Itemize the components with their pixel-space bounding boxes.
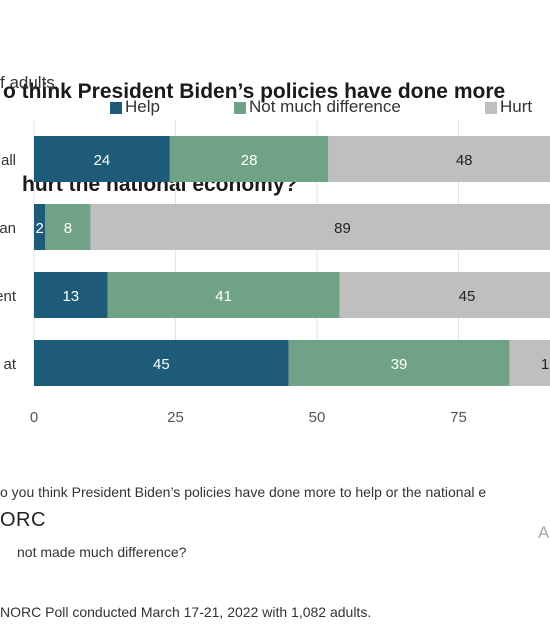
bar-all-help <box>34 136 170 182</box>
x-tick-label-50: 50 <box>309 409 326 426</box>
brand-logo-text: ORC <box>0 509 46 531</box>
legend-label-not-much-difference: Not much difference <box>249 97 401 116</box>
corner-mark: A <box>538 523 550 542</box>
data-label-an-hurt: 89 <box>334 220 351 237</box>
data-label-all-hurt: 48 <box>456 152 473 169</box>
category-label-all: all <box>1 152 16 169</box>
bar-ent-help <box>34 272 108 318</box>
source-note: NORC Poll conducted March 17-21, 2022 wi… <box>0 604 372 620</box>
bar-all-hurt <box>328 136 550 182</box>
bar-at-not-much-difference <box>288 340 510 386</box>
bar-ent-hurt <box>339 272 550 318</box>
data-label-an-not-much-difference: 8 <box>64 220 72 237</box>
data-label-at-not-much-difference: 39 <box>391 356 408 373</box>
stacked-bar-chart: 242848all2889an134145ent45391at0255075 <box>0 120 550 426</box>
x-tick-label-0: 0 <box>30 409 38 426</box>
data-label-all-help: 24 <box>94 152 111 169</box>
legend-label-help: Help <box>125 97 160 116</box>
legend-swatch-not-much-difference <box>234 102 246 114</box>
bar-an-hurt <box>90 204 550 250</box>
legend-label-hurt: Hurt <box>500 97 533 116</box>
chart-legend: Help Not much difference Hurt <box>0 97 550 121</box>
category-label-an: an <box>0 220 16 237</box>
chart-title-line-1: o think President Biden’s policies have … <box>3 80 506 103</box>
bar-ent-not-much-difference <box>107 272 340 318</box>
legend-swatch-hurt <box>485 102 497 114</box>
bar-at-help <box>34 340 289 386</box>
chart-subtitle: f adults <box>0 73 55 92</box>
legend-swatch-help <box>110 102 122 114</box>
data-label-ent-not-much-difference: 41 <box>215 288 232 305</box>
data-label-all-not-much-difference: 28 <box>241 152 258 169</box>
bar-all-not-much-difference <box>169 136 329 182</box>
category-label-ent: ent <box>0 288 17 305</box>
x-tick-label-75: 75 <box>450 409 467 426</box>
data-label-an-help: 2 <box>35 220 43 237</box>
bar-an-help <box>34 204 46 250</box>
x-tick-label-25: 25 <box>167 409 184 426</box>
bar-an-not-much-difference <box>45 204 91 250</box>
question-note-line-1: o you think President Biden’s policies h… <box>0 484 487 500</box>
data-label-at-help: 45 <box>153 356 170 373</box>
chart-notes: o you think President Biden’s policies h… <box>0 442 486 642</box>
category-label-at: at <box>3 356 16 373</box>
data-label-ent-help: 13 <box>62 288 79 305</box>
data-label-at-hurt: 1 <box>541 356 549 373</box>
data-label-ent-hurt: 45 <box>459 288 476 305</box>
question-note-line-2: not made much difference? <box>17 544 187 560</box>
bar-at-hurt <box>509 340 550 386</box>
